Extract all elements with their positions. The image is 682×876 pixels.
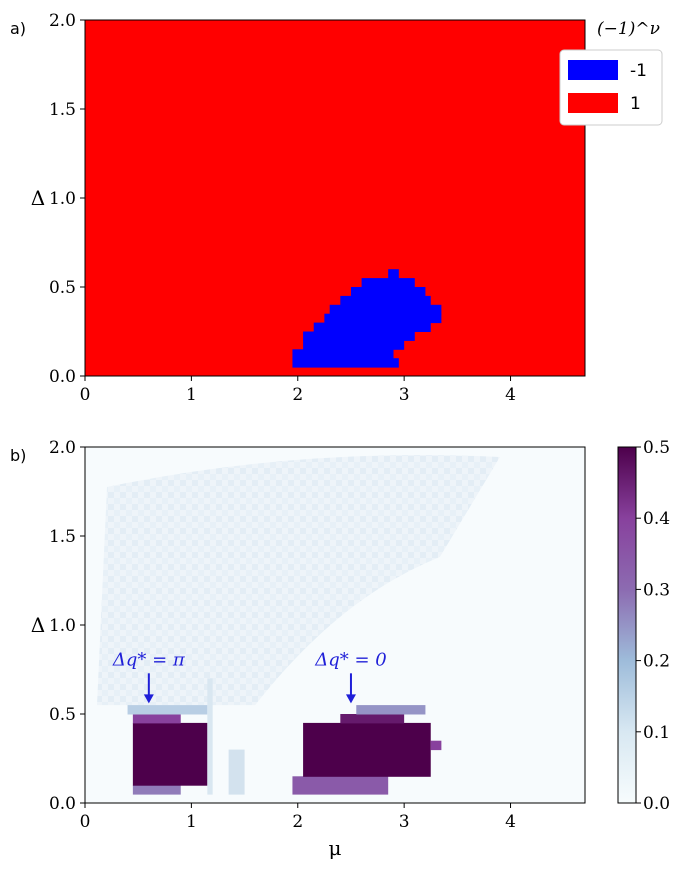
heatmap-cell <box>228 749 245 795</box>
region-cell <box>324 313 442 324</box>
panel-a-y-tick-label: 1.0 <box>49 189 76 209</box>
panel-a-x-tick-label: 3 <box>399 385 410 405</box>
panel-b-label: b) <box>10 446 26 465</box>
colorbar-tick-label: 0.2 <box>643 652 670 672</box>
colorbar-tick-label: 0.4 <box>643 509 670 529</box>
panel-a-y-ticks: 0.0 0.5 1.0 1.5 2.0 <box>49 11 85 387</box>
heatmap-cell <box>430 740 442 751</box>
panel-b-faint-region <box>97 455 500 706</box>
panel-b-x-tick-label: 2 <box>292 812 303 832</box>
colorbar-tick-label: 0.5 <box>643 438 670 458</box>
panel-a-y-tick-label: 1.5 <box>49 100 76 120</box>
panel-b-cells <box>127 678 442 795</box>
region-cell <box>303 331 415 341</box>
panel-b-x-tick-label: 3 <box>399 812 410 832</box>
panel-b-annotations: Δq* = π Δq* = 0 <box>112 649 387 704</box>
panel-a-x-tick-label: 1 <box>186 385 197 405</box>
colorbar-ticks: 0.0 0.1 0.2 0.3 0.4 0.5 <box>636 438 670 814</box>
panel-a-x-ticks: 0 1 2 3 4 <box>80 376 516 405</box>
heatmap-cell <box>132 785 181 795</box>
heatmap-cell <box>207 678 213 795</box>
panel-b-y-tick-label: 1.0 <box>49 616 76 636</box>
heatmap-cell <box>132 714 181 724</box>
region-cell <box>388 269 399 279</box>
panel-a-y-axis-label: Δ <box>31 186 45 210</box>
region-cell <box>292 358 399 368</box>
region-cell <box>361 278 415 288</box>
colorbar <box>617 446 637 804</box>
heatmap-cell <box>132 722 208 786</box>
panel-b-y-tick-label: 0.0 <box>49 794 76 814</box>
panel-a-chart: a) 0 1 2 3 4 0.0 0.5 1.0 1.5 2.0 Δ (−1)^ν -1 1 <box>10 11 663 405</box>
panel-b-y-axis-label: Δ <box>31 613 45 637</box>
legend-swatch-positive <box>568 93 618 113</box>
region-cell <box>313 322 431 332</box>
colorbar-tick-label: 0.0 <box>643 794 670 814</box>
panel-a-x-tick-label: 0 <box>80 385 91 405</box>
heatmap-cell <box>340 714 405 724</box>
annotation-label: Δq* = 0 <box>314 649 387 670</box>
panel-a-x-tick-label: 2 <box>292 385 303 405</box>
panel-a-y-tick-label: 0.5 <box>49 278 76 298</box>
panel-b-y-ticks: 0.0 0.5 1.0 1.5 2.0 <box>49 438 85 814</box>
panel-a-y-tick-label: 0.0 <box>49 367 76 387</box>
legend-label-negative: -1 <box>630 61 647 81</box>
region-cell <box>350 287 426 297</box>
annotation-label: Δq* = π <box>112 649 186 670</box>
region-cell <box>340 295 431 306</box>
panel-a-y-tick-label: 2.0 <box>49 11 76 31</box>
panel-b-y-tick-label: 2.0 <box>49 438 76 458</box>
annotation-arrow-head <box>143 694 154 704</box>
region-cell <box>292 349 394 359</box>
panel-b-y-tick-label: 0.5 <box>49 705 76 725</box>
panel-b-x-tick-label: 1 <box>186 812 197 832</box>
legend: -1 1 <box>559 49 663 126</box>
panel-b-x-tick-label: 4 <box>505 812 516 832</box>
panel-b-y-tick-label: 1.5 <box>49 527 76 547</box>
colorbar-tick-label: 0.1 <box>643 723 670 743</box>
legend-swatch-negative <box>568 60 618 80</box>
region-cell <box>329 304 442 315</box>
legend-title: (−1)^ν <box>597 19 660 39</box>
region-cell <box>303 340 405 350</box>
legend-label-positive: 1 <box>630 94 641 114</box>
panel-a-negative-region <box>292 269 442 368</box>
colorbar-tick-label: 0.3 <box>643 580 670 600</box>
annotation-arrow-head <box>345 694 356 704</box>
panel-b-x-tick-label: 0 <box>80 812 91 832</box>
panel-b-x-ticks: 0 1 2 3 4 <box>80 803 516 832</box>
faint-background-cells <box>97 455 500 706</box>
heatmap-cell <box>127 705 208 715</box>
heatmap-cell <box>292 776 389 795</box>
panel-b-x-axis-label: μ <box>329 836 342 860</box>
panel-a-x-tick-label: 4 <box>505 385 516 405</box>
panel-a-label: a) <box>10 19 26 38</box>
heatmap-cell <box>303 722 431 777</box>
heatmap-cell <box>356 705 426 715</box>
